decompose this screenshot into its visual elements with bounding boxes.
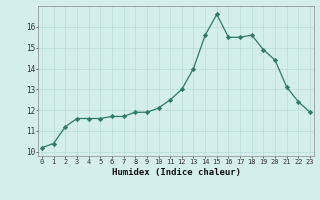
X-axis label: Humidex (Indice chaleur): Humidex (Indice chaleur) (111, 168, 241, 177)
